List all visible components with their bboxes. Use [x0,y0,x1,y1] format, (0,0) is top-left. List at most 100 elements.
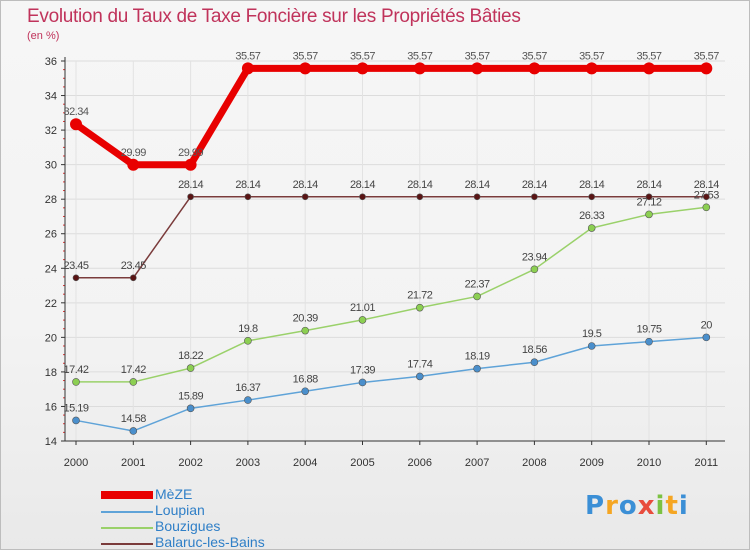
legend-label-bouzigues: Bouzigues [155,518,221,534]
data-point [645,210,653,219]
legend-item-meze: MèZE [101,486,401,503]
data-point [643,62,655,75]
data-label: 18.22 [178,350,203,362]
y-tick-label: 36 [45,56,57,68]
data-point [70,118,82,131]
data-point [702,203,711,212]
data-point [416,193,424,201]
data-point [129,427,138,435]
data-label: 17.42 [63,364,88,376]
logo-letter: i [678,491,689,521]
x-tick-label: 2011 [694,457,718,469]
logo-letter: r [605,491,619,521]
data-label: 35.57 [407,50,432,62]
data-label: 28.14 [465,179,490,191]
x-tick-label: 2002 [178,457,202,469]
legend-label-loupian: Loupian [155,502,205,518]
legend-label-meze: MèZE [155,486,193,502]
data-label: 20.39 [293,313,318,325]
data-label: 16.37 [235,382,260,394]
data-point [413,62,426,75]
y-tick-label: 32 [45,125,57,137]
data-point [241,62,254,75]
data-label: 28.14 [522,179,547,191]
y-tick-label: 18 [45,367,57,379]
data-point [645,337,653,346]
data-point [184,158,197,171]
data-label: 15.19 [63,402,88,414]
data-label: 17.39 [350,364,375,376]
data-label: 28.14 [350,179,375,191]
data-point [700,62,713,75]
series-line-2 [75,206,708,383]
data-label: 35.57 [522,50,547,62]
data-label: 35.57 [465,50,490,62]
x-tick-label: 2005 [350,457,374,469]
data-point [585,62,598,75]
data-label: 23.94 [522,251,547,263]
data-label: 19.5 [582,328,602,340]
data-label: 28.14 [694,179,719,191]
logo-letter: t [665,491,679,521]
data-label: 35.57 [293,50,318,62]
data-point [356,62,369,75]
data-point [702,193,710,201]
data-point [359,193,366,201]
data-point [301,326,310,335]
data-label: 14.58 [121,413,146,425]
data-point [127,158,140,171]
x-tick-label: 2007 [465,457,489,469]
data-label: 28.14 [579,179,604,191]
data-label: 35.57 [350,50,375,62]
data-point [587,342,596,350]
data-label: 19.75 [636,324,661,336]
data-point [531,193,538,201]
data-label: 17.74 [407,358,432,370]
data-point [72,378,80,386]
data-label: 17.42 [121,364,146,376]
data-point [645,193,653,201]
series-line-0 [72,64,710,169]
data-point [299,62,312,75]
y-unit-label: (en %) [27,30,60,42]
data-point [588,193,596,201]
data-label: 21.72 [407,290,432,302]
x-tick-label: 2001 [121,457,145,469]
data-point [244,396,252,404]
x-tick-label: 2009 [579,457,603,469]
series-line-3 [75,196,708,279]
x-tick-label: 2004 [293,457,317,469]
data-label: 35.57 [636,50,661,62]
data-point [702,333,711,342]
data-label: 35.57 [235,50,260,62]
legend-label-balaruc: Balaruc-les-Bains [155,534,265,550]
legend-item-bouzigues: Bouzigues [101,518,401,535]
data-label: 26.33 [579,210,604,222]
y-tick-label: 34 [45,91,57,103]
y-tick-label: 28 [45,194,57,206]
data-label: 35.57 [694,50,719,62]
data-point [528,62,541,75]
data-point [471,62,484,75]
y-tick-label: 20 [45,332,57,344]
data-label: 20 [701,319,713,331]
x-tick-label: 2008 [522,457,546,469]
legend-item-loupian: Loupian [101,502,401,519]
logo-letter: o [618,491,638,521]
data-label: 16.88 [293,373,318,385]
data-point [358,316,367,324]
data-point [473,292,481,301]
y-tick-label: 26 [45,229,57,241]
y-tick-label: 16 [45,401,57,413]
data-point [186,404,195,413]
data-label: 28.14 [636,179,661,191]
data-label: 28.14 [235,179,260,191]
y-tick-label: 22 [45,298,57,310]
data-label: 18.56 [522,344,547,356]
legend-swatch-loupian [101,511,153,513]
data-label: 21.01 [350,302,375,314]
data-label: 27.12 [636,196,661,208]
x-tick-label: 2000 [64,457,88,469]
